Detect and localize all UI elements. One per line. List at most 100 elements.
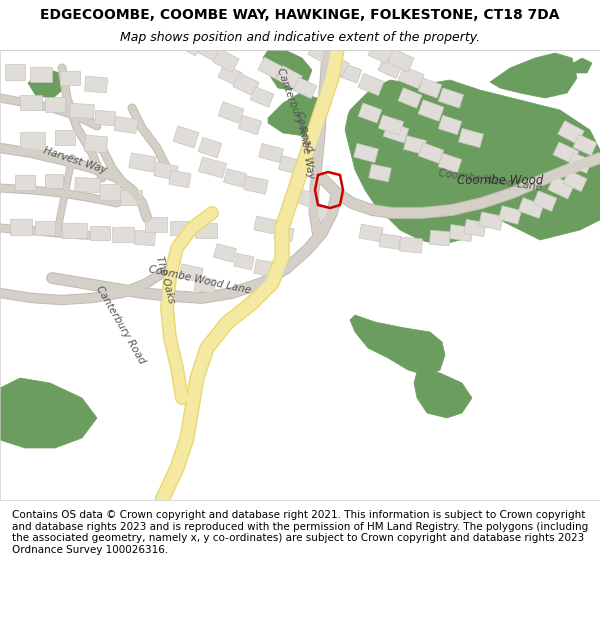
- Polygon shape: [490, 53, 577, 98]
- Polygon shape: [293, 78, 317, 99]
- Polygon shape: [418, 78, 442, 98]
- Polygon shape: [199, 157, 227, 178]
- Polygon shape: [170, 221, 190, 235]
- Polygon shape: [414, 368, 472, 418]
- Polygon shape: [404, 136, 427, 154]
- Polygon shape: [224, 169, 247, 187]
- Text: Contains OS data © Crown copyright and database right 2021. This information is : Contains OS data © Crown copyright and d…: [12, 510, 588, 555]
- Polygon shape: [20, 132, 45, 150]
- Polygon shape: [573, 134, 597, 156]
- Polygon shape: [464, 219, 486, 237]
- Polygon shape: [350, 315, 445, 376]
- Polygon shape: [258, 57, 282, 79]
- Polygon shape: [353, 143, 379, 162]
- Polygon shape: [169, 171, 191, 187]
- Polygon shape: [548, 176, 574, 199]
- Polygon shape: [263, 50, 312, 90]
- Polygon shape: [250, 87, 274, 108]
- Polygon shape: [218, 102, 244, 123]
- Polygon shape: [145, 217, 167, 232]
- Polygon shape: [398, 88, 422, 108]
- Polygon shape: [5, 64, 25, 80]
- Polygon shape: [244, 176, 268, 194]
- Polygon shape: [565, 58, 592, 73]
- Polygon shape: [254, 216, 276, 234]
- Polygon shape: [369, 164, 391, 182]
- Polygon shape: [129, 153, 156, 172]
- Polygon shape: [430, 230, 451, 246]
- Polygon shape: [213, 49, 239, 72]
- Polygon shape: [439, 115, 461, 135]
- Polygon shape: [74, 177, 100, 192]
- Polygon shape: [154, 162, 178, 180]
- Polygon shape: [418, 100, 444, 121]
- Text: Coombe Wood: Coombe Wood: [457, 174, 543, 186]
- Polygon shape: [94, 110, 116, 126]
- Polygon shape: [338, 63, 362, 83]
- Text: Canterbury Road: Canterbury Road: [275, 67, 315, 153]
- Polygon shape: [323, 52, 349, 76]
- Polygon shape: [90, 226, 110, 240]
- Polygon shape: [358, 73, 384, 96]
- Polygon shape: [398, 66, 424, 89]
- Polygon shape: [10, 219, 32, 235]
- Polygon shape: [368, 42, 392, 64]
- Polygon shape: [198, 138, 222, 158]
- Polygon shape: [388, 49, 414, 72]
- Text: Harvest Way: Harvest Way: [42, 145, 108, 175]
- Polygon shape: [15, 175, 35, 190]
- Polygon shape: [379, 115, 404, 135]
- Polygon shape: [358, 103, 382, 123]
- Polygon shape: [0, 378, 97, 448]
- Polygon shape: [274, 226, 294, 241]
- Text: EDGECOOMBE, COOMBE WAY, HAWKINGE, FOLKESTONE, CT18 7DA: EDGECOOMBE, COOMBE WAY, HAWKINGE, FOLKES…: [40, 8, 560, 22]
- Polygon shape: [278, 156, 301, 174]
- Polygon shape: [518, 198, 544, 218]
- Polygon shape: [85, 135, 107, 153]
- Polygon shape: [85, 76, 107, 93]
- Polygon shape: [120, 190, 142, 205]
- Polygon shape: [214, 244, 236, 262]
- Polygon shape: [30, 67, 52, 82]
- Polygon shape: [563, 171, 587, 192]
- Polygon shape: [268, 93, 327, 136]
- Polygon shape: [383, 122, 409, 143]
- Polygon shape: [234, 253, 254, 270]
- Polygon shape: [254, 259, 276, 277]
- Polygon shape: [308, 42, 332, 64]
- Polygon shape: [439, 153, 461, 173]
- Polygon shape: [499, 206, 521, 224]
- Polygon shape: [568, 152, 592, 173]
- Polygon shape: [45, 174, 63, 188]
- Polygon shape: [449, 224, 473, 241]
- Polygon shape: [418, 142, 444, 163]
- Polygon shape: [558, 121, 584, 144]
- Polygon shape: [194, 276, 216, 294]
- Polygon shape: [400, 237, 422, 253]
- Polygon shape: [218, 64, 242, 86]
- Polygon shape: [259, 143, 283, 162]
- Polygon shape: [70, 103, 94, 119]
- Text: Canterbury Road: Canterbury Road: [94, 284, 146, 366]
- Polygon shape: [379, 234, 401, 249]
- Polygon shape: [378, 58, 402, 79]
- Polygon shape: [20, 95, 42, 110]
- Polygon shape: [458, 128, 484, 148]
- Polygon shape: [173, 126, 199, 148]
- Polygon shape: [359, 224, 383, 242]
- Polygon shape: [345, 80, 600, 245]
- Polygon shape: [62, 223, 87, 238]
- Polygon shape: [35, 221, 55, 235]
- Polygon shape: [533, 191, 557, 211]
- Polygon shape: [134, 230, 155, 246]
- Polygon shape: [114, 116, 138, 134]
- Polygon shape: [276, 66, 302, 89]
- Polygon shape: [179, 264, 203, 282]
- Polygon shape: [100, 184, 120, 200]
- Polygon shape: [439, 88, 464, 108]
- Polygon shape: [28, 68, 65, 98]
- Polygon shape: [55, 130, 75, 145]
- Text: Coombe Wood Lane: Coombe Wood Lane: [148, 264, 252, 296]
- Polygon shape: [238, 115, 262, 135]
- Text: Coombe Way: Coombe Way: [294, 111, 316, 179]
